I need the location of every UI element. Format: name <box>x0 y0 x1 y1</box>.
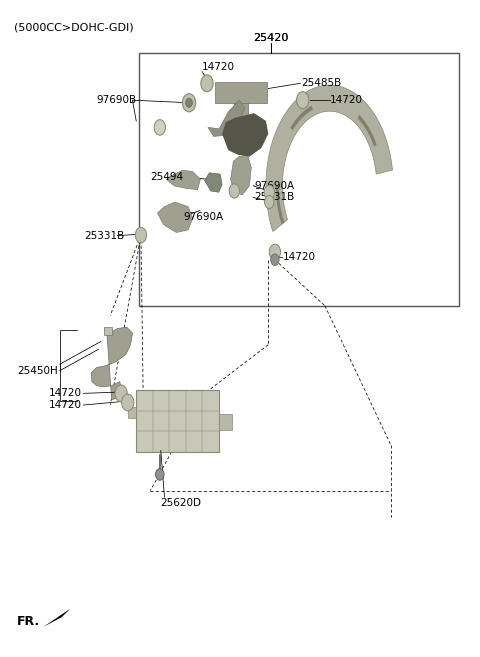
Circle shape <box>115 385 127 402</box>
Circle shape <box>201 75 213 92</box>
Polygon shape <box>358 115 377 147</box>
Polygon shape <box>128 407 136 418</box>
Text: 25494: 25494 <box>150 171 183 182</box>
Polygon shape <box>219 413 232 430</box>
Circle shape <box>271 254 279 265</box>
Text: 14720: 14720 <box>330 95 362 105</box>
Polygon shape <box>91 327 132 400</box>
Circle shape <box>135 227 146 243</box>
Polygon shape <box>230 154 252 195</box>
Text: 14720: 14720 <box>49 400 82 410</box>
Text: 25331B: 25331B <box>84 231 125 240</box>
Polygon shape <box>215 82 267 102</box>
Polygon shape <box>104 327 112 335</box>
Circle shape <box>121 394 134 411</box>
Text: (5000CC>DOHC-GDI): (5000CC>DOHC-GDI) <box>13 22 133 32</box>
Polygon shape <box>43 609 70 627</box>
Text: 14720: 14720 <box>202 62 235 72</box>
Text: 25485B: 25485B <box>301 78 342 88</box>
Polygon shape <box>167 170 200 190</box>
Circle shape <box>186 99 192 107</box>
Text: 25450H: 25450H <box>17 366 58 376</box>
Polygon shape <box>266 85 393 231</box>
Circle shape <box>154 120 166 135</box>
Circle shape <box>264 185 275 200</box>
Text: 25420: 25420 <box>253 33 288 43</box>
Polygon shape <box>290 106 313 131</box>
Text: 25420: 25420 <box>253 33 288 43</box>
Text: 97690B: 97690B <box>96 95 136 105</box>
Text: 97690A: 97690A <box>183 212 224 222</box>
Bar <box>139 53 459 306</box>
Polygon shape <box>234 102 248 125</box>
Circle shape <box>297 92 309 108</box>
Polygon shape <box>157 202 193 233</box>
Text: 14720: 14720 <box>49 388 82 398</box>
Polygon shape <box>276 185 284 225</box>
Text: 97690A: 97690A <box>254 181 294 191</box>
Text: 25620D: 25620D <box>160 499 201 509</box>
Circle shape <box>269 244 281 260</box>
Circle shape <box>156 468 164 480</box>
Text: FR.: FR. <box>17 615 40 628</box>
Circle shape <box>264 196 274 208</box>
Circle shape <box>182 94 196 112</box>
Polygon shape <box>208 100 245 137</box>
Circle shape <box>229 184 240 198</box>
Polygon shape <box>222 113 268 156</box>
Text: 25331B: 25331B <box>254 193 294 202</box>
Polygon shape <box>204 173 222 193</box>
Text: 14720: 14720 <box>282 252 315 262</box>
Polygon shape <box>136 390 219 452</box>
